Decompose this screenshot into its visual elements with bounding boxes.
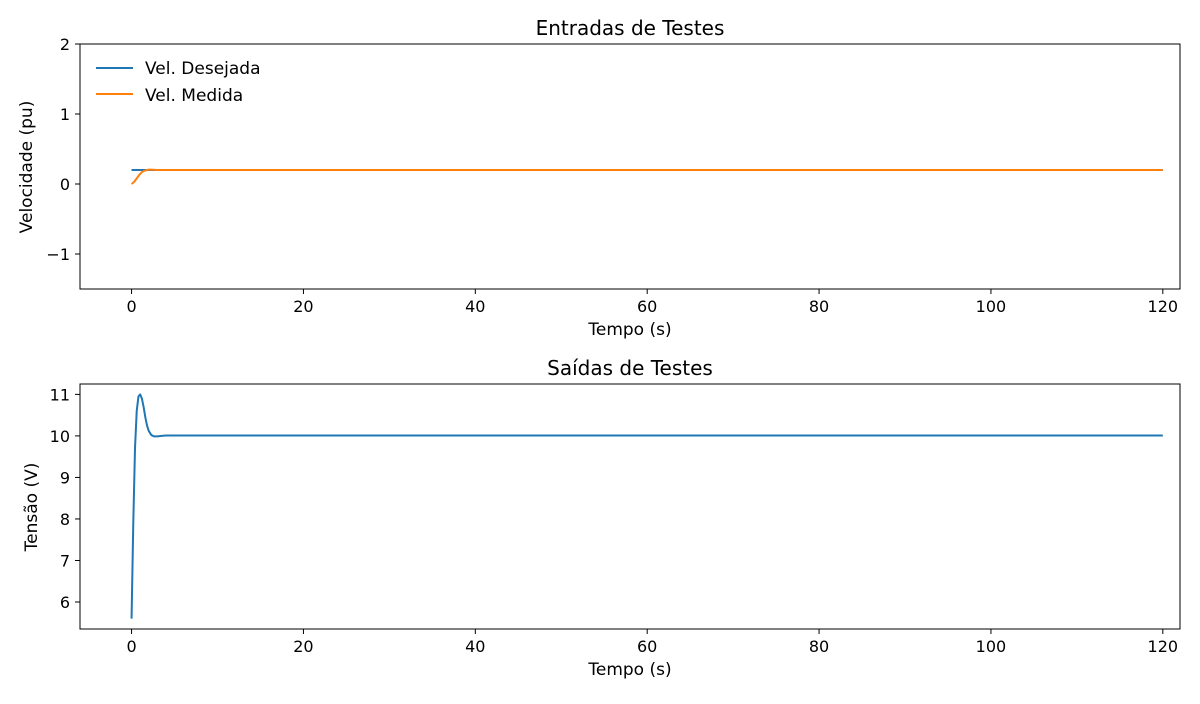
- y-tick-label: 8: [60, 510, 70, 529]
- chart-entradas: Entradas de Testes Tempo (s) Velocidade …: [17, 16, 1181, 340]
- y-tick-label: 11: [50, 385, 70, 404]
- series-layer: [130, 393, 1163, 619]
- x-tick-label: 40: [465, 637, 485, 656]
- ticks-layer: 0 20 40 60 80 100 120 −1 0 1 2: [46, 35, 1178, 316]
- x-axis-label: Tempo (s): [587, 660, 671, 680]
- legend: Vel. Desejada Vel. Medida: [96, 59, 261, 106]
- x-tick-label: 60: [637, 297, 657, 316]
- y-axis-label: Tensão (V): [22, 463, 42, 553]
- y-tick-label: −1: [46, 245, 70, 264]
- plot-frame: [79, 43, 1181, 290]
- plot-frame: [79, 383, 1181, 630]
- x-tick-label: 120: [1148, 637, 1179, 656]
- x-tick-label: 40: [465, 297, 485, 316]
- y-tick-label: 9: [60, 468, 70, 487]
- y-tick-label: 1: [60, 105, 70, 124]
- x-tick-label: 0: [126, 637, 136, 656]
- series-line-vel-medida: [130, 168, 1163, 185]
- chart-saidas: Saídas de Testes Tempo (s) Tensão (V) 0 2…: [22, 356, 1181, 680]
- x-tick-label: 80: [809, 637, 829, 656]
- y-axis-label: Velocidade (pu): [17, 101, 37, 234]
- x-tick-label: 120: [1148, 297, 1179, 316]
- legend-label-vel-desejada: Vel. Desejada: [145, 59, 261, 79]
- chart-title: Saídas de Testes: [547, 356, 713, 380]
- series-line-0: [130, 393, 1163, 619]
- x-axis-label: Tempo (s): [587, 320, 671, 340]
- x-tick-label: 20: [293, 637, 313, 656]
- x-tick-label: 0: [126, 297, 136, 316]
- y-tick-label: 2: [60, 35, 70, 54]
- x-tick-label: 20: [293, 297, 313, 316]
- y-tick-label: 0: [60, 175, 70, 194]
- x-tick-label: 80: [809, 297, 829, 316]
- x-tick-label: 100: [976, 637, 1007, 656]
- y-tick-label: 6: [60, 593, 70, 612]
- legend-label-vel-medida: Vel. Medida: [145, 86, 243, 106]
- chart-title: Entradas de Testes: [536, 16, 725, 40]
- y-tick-label: 7: [60, 551, 70, 570]
- x-tick-label: 60: [637, 637, 657, 656]
- y-tick-label: 10: [50, 427, 70, 446]
- ticks-layer: 0 20 40 60 80 100 120 6 7 8 9 10 11: [50, 385, 1178, 656]
- x-tick-label: 100: [976, 297, 1007, 316]
- series-layer: [130, 168, 1163, 185]
